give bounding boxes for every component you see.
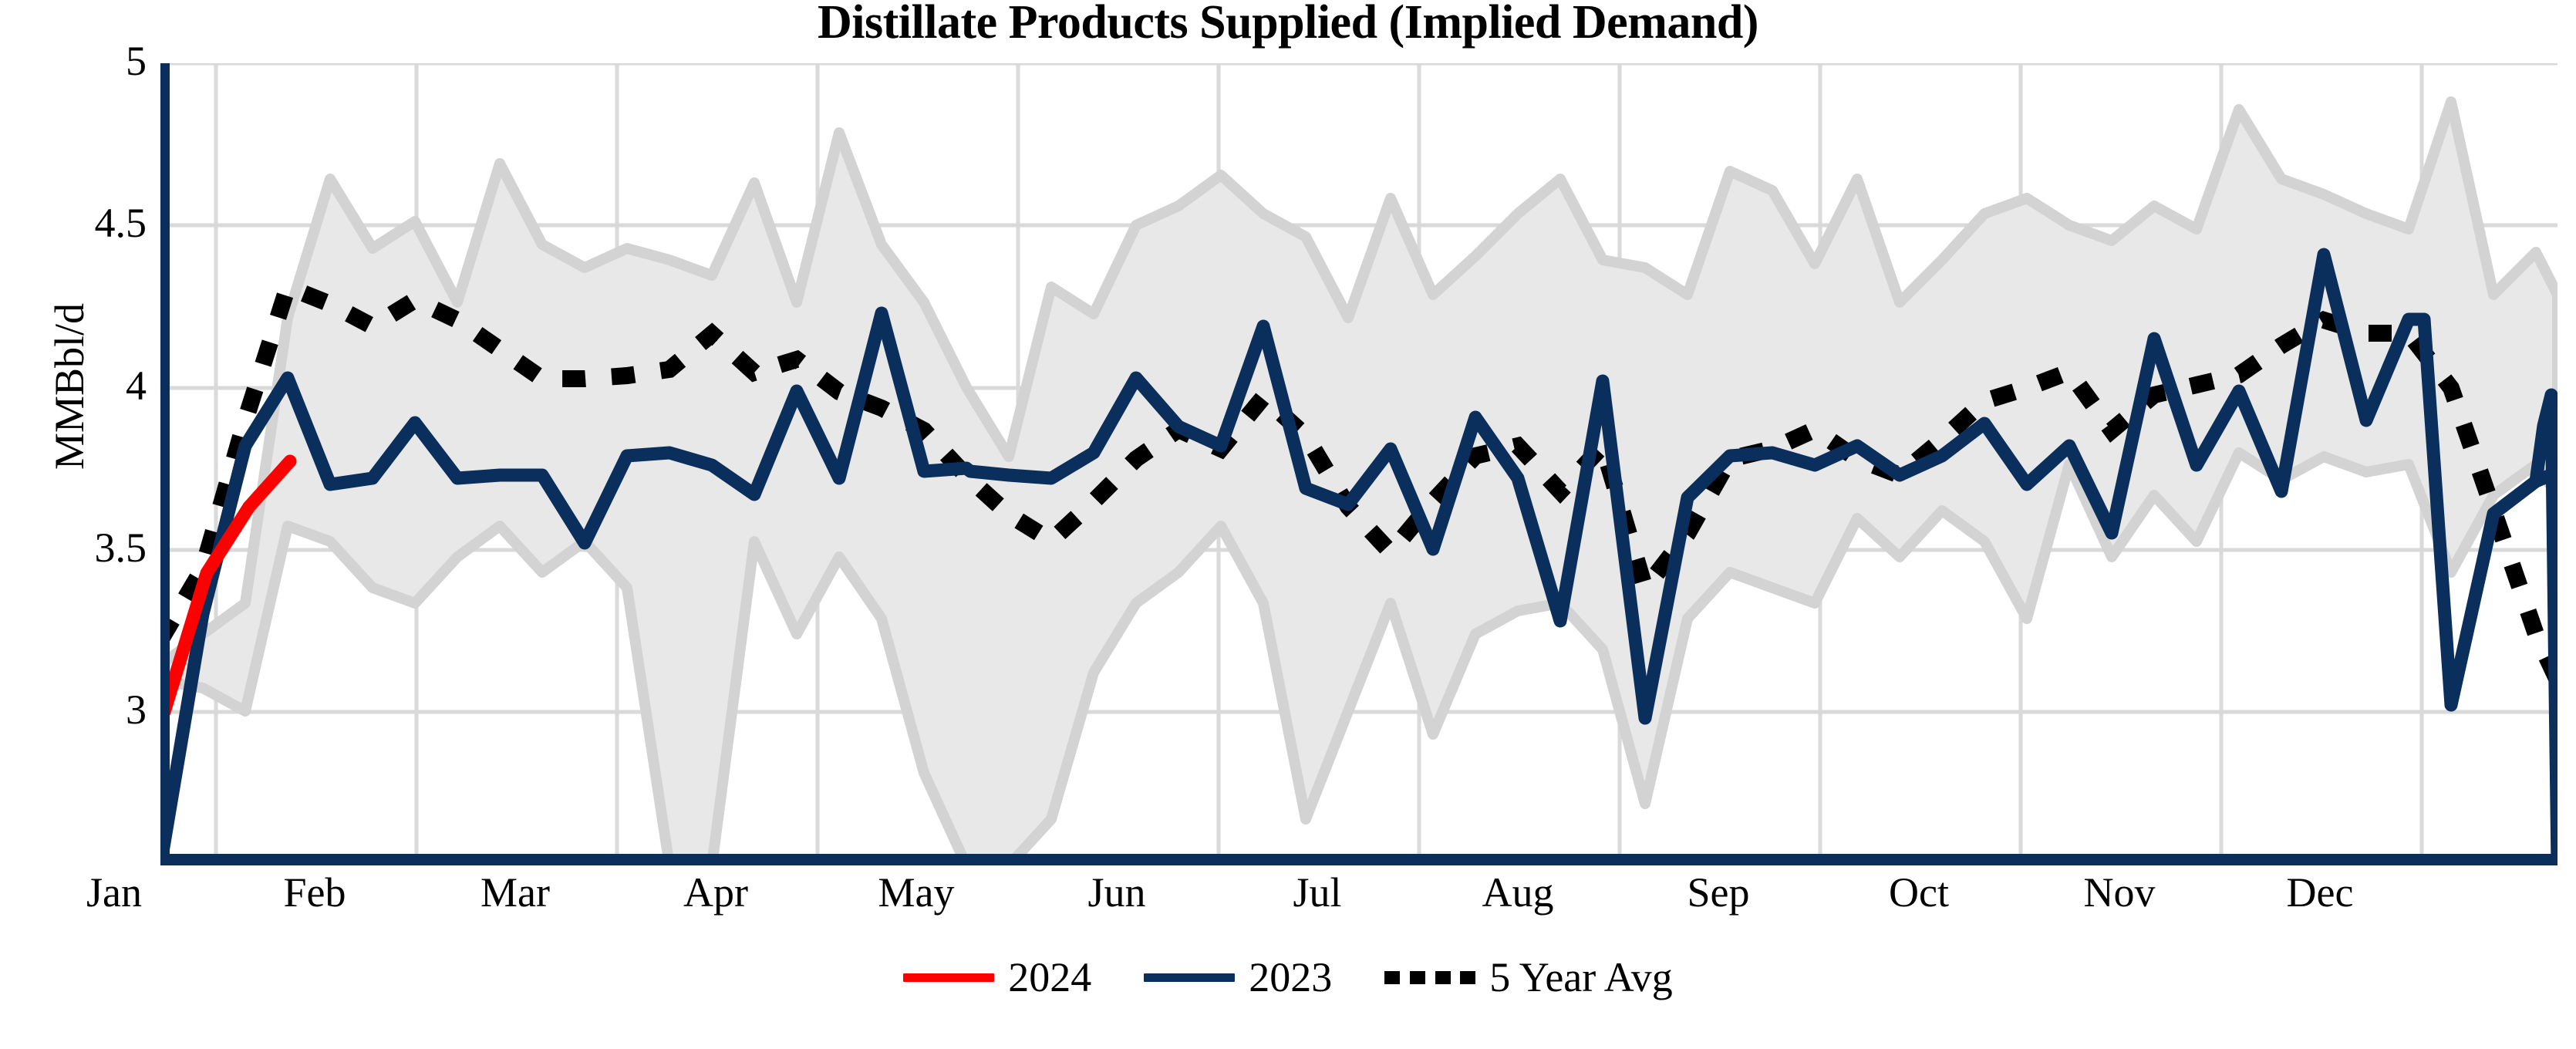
- y-tick-label-4-5: 4.5: [94, 200, 147, 246]
- series-2023-tail: [2529, 388, 2557, 865]
- x-tick-label-jun: Jun: [1087, 869, 1146, 916]
- series-2024: [160, 454, 297, 719]
- legend-label-5-year-avg: 5 Year Avg: [1489, 954, 1673, 1000]
- legend-swatch-dotted-icon-5-year-avg: [1384, 970, 1476, 984]
- page-title: Distillate Products Supplied (Implied De…: [818, 0, 1758, 49]
- x-tick-label-dec: Dec: [2286, 869, 2354, 916]
- series-5-year-avg: [160, 275, 2557, 684]
- x-tick-label-may: May: [878, 869, 955, 916]
- legend-swatch-line-icon-2024: [903, 973, 995, 982]
- y-tick-label-5: 5: [126, 38, 147, 84]
- x-tick-label-jan: Jan: [86, 869, 142, 916]
- legend-label-2023: 2023: [1249, 954, 1333, 1000]
- x-tick-label-mar: Mar: [480, 869, 550, 916]
- axis-lines: [160, 63, 2557, 865]
- x-tick-label-aug: Aug: [1482, 869, 1554, 916]
- y-tick-label-4: 4: [126, 363, 147, 409]
- x-tick-label-apr: Apr: [683, 869, 748, 916]
- y-tick-label-3-5: 3.5: [94, 524, 147, 571]
- chart-legend: 2024 2023 5 Year Avg: [0, 956, 2576, 998]
- x-tick-label-sep: Sep: [1687, 869, 1750, 916]
- x-tick-label-oct: Oct: [1889, 869, 1949, 916]
- x-tick-label-jul: Jul: [1293, 869, 1342, 916]
- legend-label-2024: 2024: [1008, 954, 1092, 1000]
- x-tick-label-nov: Nov: [2083, 869, 2156, 916]
- legend-swatch-line-icon-2023: [1144, 973, 1236, 982]
- legend-item-2024[interactable]: 2024: [903, 956, 1091, 998]
- chart-canvas: [160, 63, 2557, 865]
- legend-item-2023[interactable]: 2023: [1144, 956, 1332, 998]
- x-tick-label-feb: Feb: [283, 869, 346, 916]
- series-2023: [160, 248, 2557, 865]
- plot-area: [160, 63, 2557, 865]
- legend-item-5-year-avg[interactable]: 5 Year Avg: [1384, 956, 1673, 998]
- y-tick-label-3: 3: [126, 686, 147, 733]
